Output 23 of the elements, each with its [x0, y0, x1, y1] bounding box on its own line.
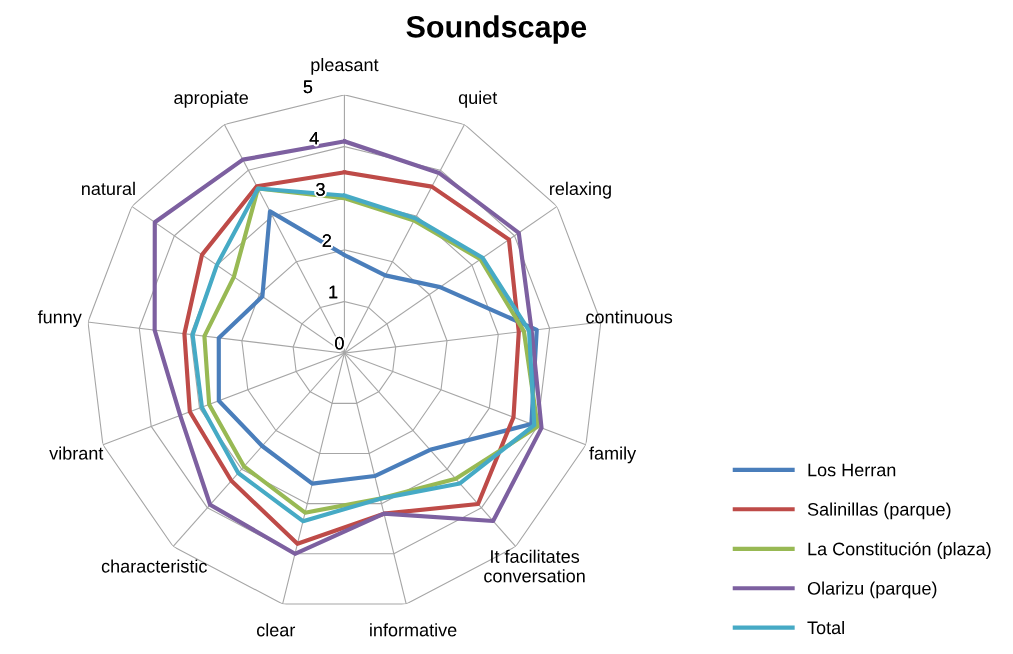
y-tick-label: 0	[335, 336, 344, 350]
spoke-label: family	[589, 446, 637, 464]
spoke-label: funny	[37, 310, 82, 328]
spoke-label: characteristic	[101, 559, 207, 573]
spoke-label: vibrant	[49, 446, 104, 460]
spoke-label: clear	[256, 623, 296, 637]
y-tick-label: 5	[303, 80, 313, 94]
spoke-label: It facilitates conversation	[484, 549, 585, 583]
spoke-label: informative	[370, 623, 457, 637]
y-tick-label: 1	[329, 285, 338, 299]
legend-label: Total	[807, 620, 844, 635]
y-tick-label: 4	[309, 131, 319, 145]
legend-label: Salinillas (parque)	[807, 502, 951, 520]
legend-label: Olarizu (parque)	[807, 581, 937, 599]
legend-label: Los Herran	[808, 463, 896, 477]
legend-label: La Constitución (plaza)	[808, 541, 991, 559]
spoke-label: quiet	[458, 90, 498, 108]
spoke-label: natural	[82, 181, 135, 196]
spoke-label: relaxing	[550, 181, 611, 199]
spoke-label: pleasant	[311, 57, 379, 75]
spoke-label: apropiate	[174, 90, 248, 108]
spoke-label: continuous	[586, 310, 673, 324]
chart-title: Soundscape	[406, 15, 587, 44]
